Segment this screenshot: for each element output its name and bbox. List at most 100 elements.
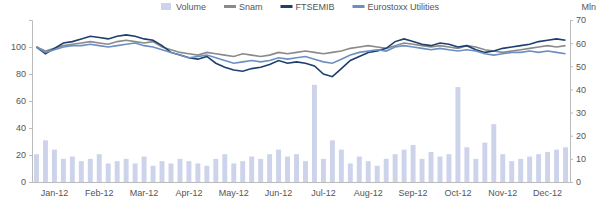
- volume-bar: [429, 152, 434, 182]
- x-tick: May-12: [219, 188, 249, 198]
- volume-bar: [375, 166, 380, 182]
- y2-tick-label: 60: [576, 39, 586, 49]
- y2-tick-mark: [570, 89, 573, 90]
- y2-tick-mark: [570, 159, 573, 160]
- y-tick-mark: [29, 182, 32, 183]
- volume-bar: [438, 157, 443, 182]
- volume-bar: [554, 150, 559, 182]
- volume-bar: [545, 152, 550, 182]
- y-tick: 80: [16, 69, 32, 79]
- volume-bar: [330, 140, 335, 182]
- volume-bar: [160, 161, 165, 182]
- volume-bar: [339, 150, 344, 182]
- legend-item: FTSEMIB: [281, 2, 335, 12]
- x-tick-label: Nov-12: [488, 188, 517, 198]
- volume-bar: [34, 154, 39, 182]
- x-tick-label: Mar-12: [130, 188, 159, 198]
- volume-bar: [258, 159, 263, 182]
- legend-swatch: [353, 5, 365, 8]
- volume-bar: [97, 154, 102, 182]
- y2-tick-mark: [570, 20, 573, 21]
- legend-label: Snam: [239, 2, 263, 12]
- y2-tick: 70: [570, 15, 586, 25]
- volume-bar: [357, 157, 362, 182]
- y-tick: 20: [16, 150, 32, 160]
- y2-tick-label: 40: [576, 85, 586, 95]
- volume-bar: [124, 159, 129, 182]
- x-tick: Oct-12: [444, 188, 471, 198]
- x-tick: Feb-12: [85, 188, 114, 198]
- volume-bar: [285, 157, 290, 182]
- x-tick: Jul-12: [311, 188, 336, 198]
- volume-bar: [420, 159, 425, 182]
- plot: 020406080100010203040506070Jan-12Feb-12M…: [11, 15, 586, 198]
- y2-tick-mark: [570, 66, 573, 67]
- volume-bar: [52, 150, 57, 182]
- volume-bar: [249, 157, 254, 182]
- legend-item: Eurostoxx Utilities: [353, 2, 440, 12]
- legend-swatch: [161, 3, 171, 10]
- bar-series: [34, 85, 568, 182]
- y-tick: 100: [11, 42, 32, 52]
- volume-bar: [563, 147, 568, 182]
- volume-bar: [231, 163, 236, 182]
- x-tick: Jan-12: [41, 188, 69, 198]
- volume-bar: [142, 157, 147, 182]
- y2-tick-label: 0: [576, 177, 581, 187]
- volume-bar: [527, 157, 532, 182]
- y-tick-label: 0: [21, 177, 26, 187]
- y2-tick: 10: [570, 154, 586, 164]
- x-tick-label: Aug-12: [354, 188, 383, 198]
- y2-tick-label: 10: [576, 154, 586, 164]
- volume-bar: [402, 150, 407, 182]
- x-tick-label: May-12: [219, 188, 249, 198]
- x-tick-label: Jun-12: [265, 188, 293, 198]
- x-tick: Jun-12: [265, 188, 293, 198]
- y2-tick: 40: [570, 85, 586, 95]
- volume-bar: [536, 154, 541, 182]
- volume-bar: [518, 159, 523, 182]
- volume-bar: [88, 159, 93, 182]
- line-series: [36, 43, 565, 63]
- y-tick-label: 80: [16, 69, 26, 79]
- volume-bar: [70, 157, 75, 182]
- y2-tick: 60: [570, 39, 586, 49]
- volume-bar: [213, 159, 218, 182]
- volume-bar: [303, 161, 308, 182]
- x-tick: Sep-12: [399, 188, 428, 198]
- y-tick: 60: [16, 96, 32, 106]
- x-tick-label: Jan-12: [41, 188, 69, 198]
- x-tick-label: Jul-12: [311, 188, 336, 198]
- volume-bar: [43, 140, 48, 182]
- volume-bar: [240, 161, 245, 182]
- legend-item: Snam: [224, 2, 263, 12]
- legend-swatch: [224, 5, 236, 8]
- y2-tick-label: 50: [576, 62, 586, 72]
- volume-bar: [61, 159, 66, 182]
- y2-tick-mark: [570, 113, 573, 114]
- marks: [34, 35, 568, 182]
- axis-line: [571, 21, 574, 183]
- volume-bar: [348, 163, 353, 182]
- legend-item: Volume: [161, 2, 206, 12]
- volume-bar: [509, 161, 514, 182]
- volume-bar: [366, 161, 371, 182]
- y-tick-label: 100: [11, 42, 26, 52]
- volume-bar: [267, 154, 272, 182]
- volume-bar: [384, 159, 389, 182]
- axis-line: [29, 21, 33, 183]
- volume-bar: [411, 145, 416, 182]
- legend-label: Eurostoxx Utilities: [368, 2, 440, 12]
- volume-bar: [276, 150, 281, 182]
- axis-line: [33, 182, 571, 183]
- x-tick: Aug-12: [354, 188, 383, 198]
- volume-bar: [446, 154, 451, 182]
- y-tick: 0: [21, 177, 32, 187]
- volume-bar: [482, 143, 487, 182]
- x-tick: Apr-12: [175, 188, 202, 198]
- y-tick-mark: [29, 155, 32, 156]
- y2-tick-label: 30: [576, 108, 586, 118]
- volume-bar: [79, 161, 84, 182]
- volume-bar: [473, 159, 478, 182]
- x-tick-label: Feb-12: [85, 188, 114, 198]
